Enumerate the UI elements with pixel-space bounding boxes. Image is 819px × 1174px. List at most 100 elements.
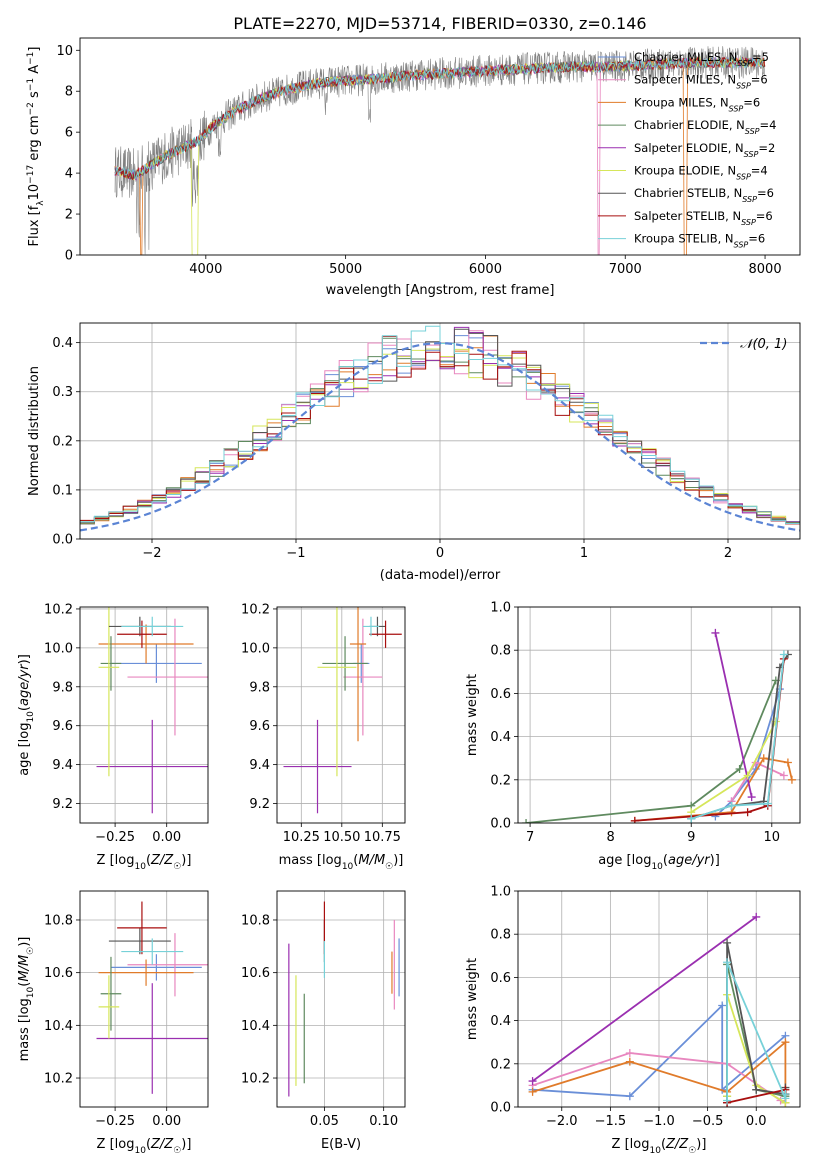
spectrum-model-line [114, 55, 766, 255]
x-tick-label: 8000 [749, 262, 782, 277]
y-tick-label: 8 [65, 85, 73, 100]
weight-point-marker [723, 938, 732, 947]
x-tick-label: 5000 [329, 262, 362, 277]
x-tick-label: −1 [286, 546, 305, 561]
y-tick-label: 0.4 [490, 730, 511, 745]
weight-point-marker [625, 1049, 634, 1057]
spectrum-model-line [114, 56, 766, 179]
weight-point-marker [727, 801, 736, 810]
legend-entry: Kroupa STELIB, NSSP=6 [634, 232, 765, 250]
x-tick-label: 9 [687, 830, 695, 845]
legend-entry: 𝒩(0, 1) [740, 337, 787, 352]
axes-age-vs-mass: 10.25 10.50 10.75 9.2 9.4 9.6 9.8 10.0 10.2 mass … [241, 602, 405, 872]
x-tick-label: 4000 [189, 262, 222, 277]
legend-entry: Salpeter ELODIE, NSSP=2 [634, 141, 775, 159]
y-tick-label: 10.2 [44, 1072, 73, 1087]
x-tick-label: 0 [436, 546, 444, 561]
legend-entry: Salpeter STELIB, NSSP=6 [634, 209, 773, 227]
weight-point-marker [781, 1090, 790, 1099]
weight-point-marker [723, 1096, 732, 1105]
y-tick-label: 9.8 [52, 680, 73, 695]
weight-vs-Z-frame [517, 890, 801, 1108]
y-tick-label: 0.3 [52, 385, 73, 400]
x-tick-label: 7000 [609, 262, 642, 277]
normal-curve [80, 342, 800, 532]
weight-point-marker [781, 1038, 790, 1047]
y-tick-label: 10.0 [44, 641, 73, 656]
x-tick-label: −2.0 [546, 1114, 578, 1129]
y-tick-label: 10.8 [241, 913, 270, 928]
weight-point-marker [687, 814, 696, 823]
histogram-step [80, 325, 800, 539]
weight-point-marker [723, 958, 732, 967]
weight-point-marker [783, 758, 792, 767]
y-tick-label: 2 [65, 208, 73, 223]
x-tick-label: −0.5 [692, 1114, 724, 1129]
legend-entry: Salpeter MILES, NSSP=6 [634, 73, 768, 91]
weight-point-marker [625, 1057, 634, 1066]
weight-series-line [526, 680, 777, 823]
y-tick-label: 10.4 [241, 1019, 270, 1034]
y-tick-label: 0.0 [52, 533, 73, 548]
axes-mass-vs-Z: −0.25 0.00 10.2 10.4 10.6 10.8 Z [log10(Z/Z☉)]… [17, 891, 208, 1156]
y-tick-label: 0.0 [490, 817, 511, 832]
axes-mass-vs-EBV: 0.05 0.10 10.2 10.4 10.6 10.8 E(B-V) [241, 891, 405, 1152]
mass-vs-Z-ylabel: mass [log10(M/M☉)] [17, 937, 36, 1062]
y-tick-label: 9.2 [249, 797, 270, 812]
x-tick-label: 0.10 [369, 1114, 398, 1129]
x-tick-label: −0.25 [95, 830, 135, 845]
y-tick-label: 0.2 [52, 434, 73, 449]
y-tick-label: 9.6 [249, 719, 270, 734]
weight-point-marker [625, 1092, 634, 1101]
x-tick-label: 1 [580, 546, 588, 561]
x-tick-label: 2 [724, 546, 732, 561]
legend-entry: Kroupa ELODIE, NSSP=4 [634, 164, 768, 182]
y-tick-label: 0.1 [52, 483, 73, 498]
x-tick-label: −2 [142, 546, 161, 561]
weight-point-marker [763, 799, 772, 808]
axes-weight-vs-age: 7 8 9 10 0.0 0.2 0.4 0.6 0.8 1.0 age [log10(age/yr… [465, 601, 800, 872]
residuals-frame [79, 322, 801, 540]
weight-point-marker [747, 793, 756, 802]
y-tick-label: 9.6 [52, 719, 73, 734]
weight-point-marker [735, 765, 744, 773]
weight-series-line [714, 632, 753, 798]
weight-point-marker [528, 1077, 537, 1086]
weight-vs-Z-ylabel: mass weight [465, 958, 480, 1040]
weight-point-marker [743, 771, 752, 780]
y-tick-label: 9.4 [249, 758, 270, 773]
weight-series-line [634, 658, 785, 822]
weight-point-marker [759, 754, 768, 763]
spectrum-xlabel: wavelength [Angstrom, rest frame] [326, 283, 555, 298]
y-tick-label: 10.6 [241, 966, 270, 981]
y-tick-label: 0.8 [490, 644, 511, 659]
weight-point-marker [752, 1085, 761, 1094]
weight-vs-Z-xlabel: Z [log10(Z/Z☉)] [612, 1137, 707, 1156]
y-tick-label: 0.0 [490, 1101, 511, 1116]
weight-point-marker [711, 628, 720, 637]
spectrum-model-line [114, 55, 765, 255]
residuals-ylabel: Normed distribution [27, 366, 42, 496]
weight-point-marker [787, 775, 796, 784]
x-tick-label: 8 [607, 830, 615, 845]
spectrum-ylabel: Flux [fλ10−17 erg cm−2 s−1 A−1] [26, 47, 46, 247]
y-tick-label: 9.8 [249, 680, 270, 695]
axes-spectrum: 4000 5000 6000 7000 8000 0 2 4 6 8 10 wavelength [A… [26, 44, 782, 298]
x-tick-label: 0.05 [310, 1114, 339, 1129]
y-tick-label: 10.6 [44, 966, 73, 981]
y-tick-label: 6 [65, 126, 73, 141]
weight-point-marker [779, 771, 788, 780]
y-tick-label: 10.0 [241, 641, 270, 656]
y-tick-label: 9.2 [52, 797, 73, 812]
y-tick-label: 0.6 [490, 971, 511, 986]
weight-vs-age-ylabel: mass weight [465, 674, 480, 756]
x-tick-label: 0.0 [746, 1114, 767, 1129]
mass-vs-EBV-frame [276, 890, 406, 1108]
age-vs-Z-ylabel: age [log10(age/yr)] [17, 654, 36, 776]
residuals-xlabel: (data-model)/error [380, 568, 501, 583]
y-tick-label: 10.2 [241, 602, 270, 617]
mass-vs-Z-xlabel: Z [log10(Z/Z☉)] [97, 1137, 192, 1156]
weight-point-marker [522, 819, 531, 823]
